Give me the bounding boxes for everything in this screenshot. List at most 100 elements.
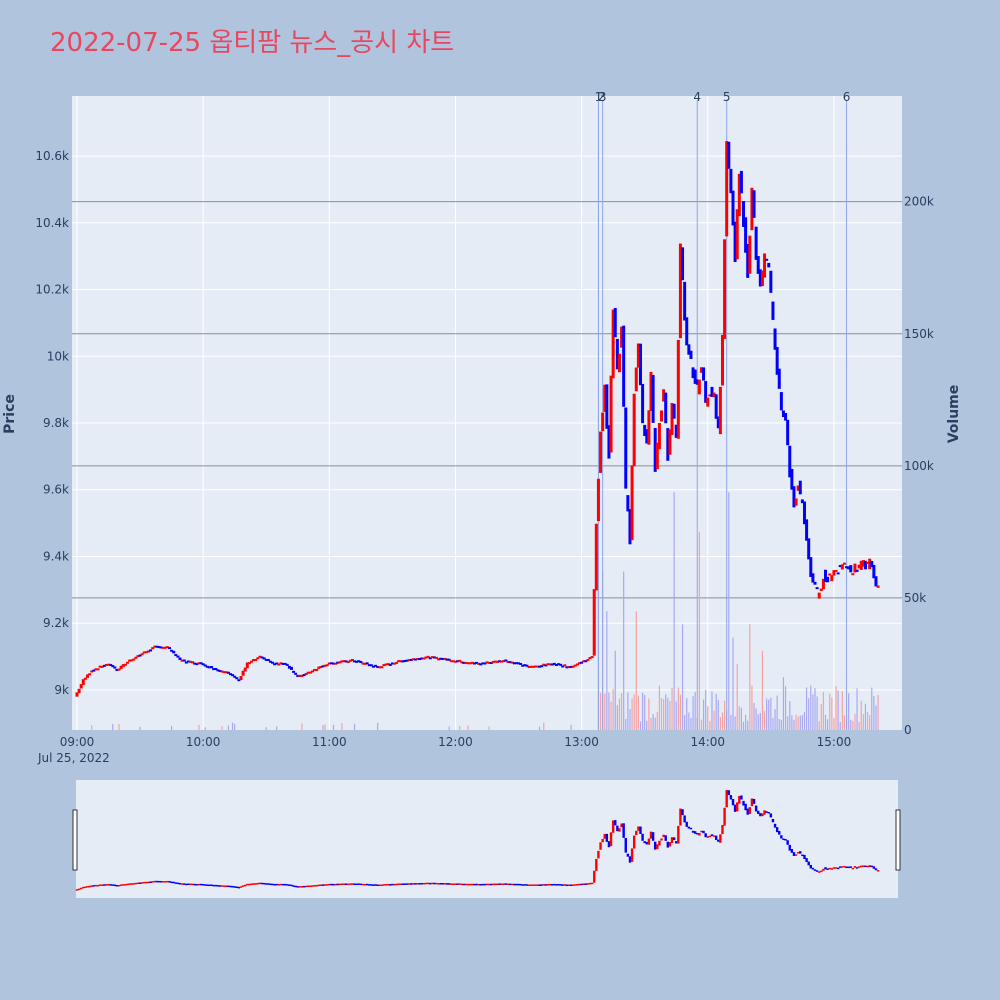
time-tick-label: 09:00: [60, 735, 95, 749]
volume-bar: [265, 727, 267, 730]
price-candle: [453, 660, 457, 663]
price-candle: [115, 668, 119, 671]
slider-candle: [92, 885, 96, 887]
slider-candle: [590, 882, 594, 885]
price-candle: [748, 235, 752, 274]
slider-candle: [569, 884, 573, 886]
price-candle: [580, 661, 584, 664]
price-candle: [155, 645, 159, 648]
slider-candle: [490, 883, 493, 886]
price-candle: [655, 442, 659, 470]
price-candle: [210, 666, 214, 669]
slider-candle: [485, 883, 489, 886]
price-candles: [75, 141, 880, 697]
slider-candle: [790, 849, 794, 853]
price-candle: [437, 658, 441, 661]
price-candle: [273, 663, 277, 666]
price-candle: [647, 410, 651, 445]
volume-bar: [711, 691, 713, 730]
volume-bar: [766, 698, 768, 730]
slider-candle: [330, 883, 333, 886]
price-candle: [180, 659, 184, 662]
slider-candle: [197, 883, 201, 886]
price-candle: [489, 662, 493, 665]
slider-candle: [241, 885, 245, 887]
price-candle: [525, 664, 529, 667]
slider-candle: [828, 867, 831, 870]
price-candle: [146, 650, 150, 653]
slider-candle: [105, 884, 108, 886]
slider-candle: [614, 820, 617, 826]
volume-bar: [641, 692, 644, 730]
slider-candle: [529, 884, 533, 886]
slider-candle: [447, 883, 451, 885]
price-candle: [523, 664, 527, 667]
range-slider-background[interactable]: [76, 780, 898, 898]
slider-candle: [157, 880, 161, 883]
volume-bar: [717, 700, 719, 730]
slider-candle: [702, 830, 705, 834]
volume-bar: [810, 685, 812, 730]
slider-candle: [853, 866, 857, 868]
slider-candle: [115, 885, 119, 887]
slider-candle: [189, 883, 192, 886]
volume-bar: [341, 723, 343, 730]
price-candle: [733, 221, 737, 262]
slider-candle: [351, 883, 354, 885]
price-candle: [496, 660, 500, 663]
volume-bar: [700, 719, 703, 730]
slider-candle: [498, 883, 501, 885]
slider-candle: [826, 868, 829, 870]
price-candle: [693, 369, 697, 384]
slider-candle: [754, 805, 758, 812]
slider-candle: [395, 883, 398, 886]
slider-candle: [149, 881, 152, 884]
price-candle: [596, 478, 600, 522]
slider-candle: [555, 884, 558, 886]
slider-candle: [864, 865, 867, 868]
price-candle: [699, 367, 703, 373]
slider-candle: [548, 884, 552, 886]
price-candle: [153, 645, 157, 648]
volume-bar: [768, 699, 770, 730]
slider-candle: [527, 884, 531, 886]
price-candle: [125, 661, 129, 664]
volume-bar: [774, 709, 776, 730]
slider-candle: [780, 835, 783, 839]
price-candle: [401, 660, 405, 663]
range-slider-left-handle[interactable]: [72, 809, 78, 871]
volume-bar: [799, 715, 801, 730]
slider-candle: [172, 881, 175, 884]
range-slider-right-handle[interactable]: [895, 809, 901, 871]
slider-candle: [332, 883, 335, 886]
slider-candle: [225, 885, 228, 887]
slider-candle: [281, 883, 285, 886]
volume-bar: [839, 722, 841, 730]
price-candle: [805, 519, 809, 541]
price-candle: [626, 495, 630, 512]
slider-candle: [599, 842, 602, 850]
price-candle: [100, 665, 104, 668]
slider-candle: [349, 883, 352, 885]
price-candle: [323, 664, 327, 667]
price-candle: [685, 317, 689, 346]
price-candle: [151, 647, 155, 650]
price-candle: [428, 657, 432, 660]
price-candle: [464, 661, 468, 664]
price-candle: [491, 660, 495, 663]
price-candle: [706, 397, 710, 407]
price-candle: [111, 665, 115, 668]
volume-bar: [620, 693, 623, 730]
slider-candle: [98, 884, 102, 886]
price-candle: [620, 326, 624, 348]
price-candle: [407, 659, 411, 662]
price-candle: [584, 660, 588, 663]
slider-candle: [553, 883, 556, 886]
volume-bar: [782, 677, 785, 730]
price-candle: [172, 650, 176, 654]
price-candle: [395, 661, 399, 664]
price-candle: [321, 665, 325, 668]
price-candle: [567, 666, 571, 669]
price-candle: [540, 665, 544, 668]
